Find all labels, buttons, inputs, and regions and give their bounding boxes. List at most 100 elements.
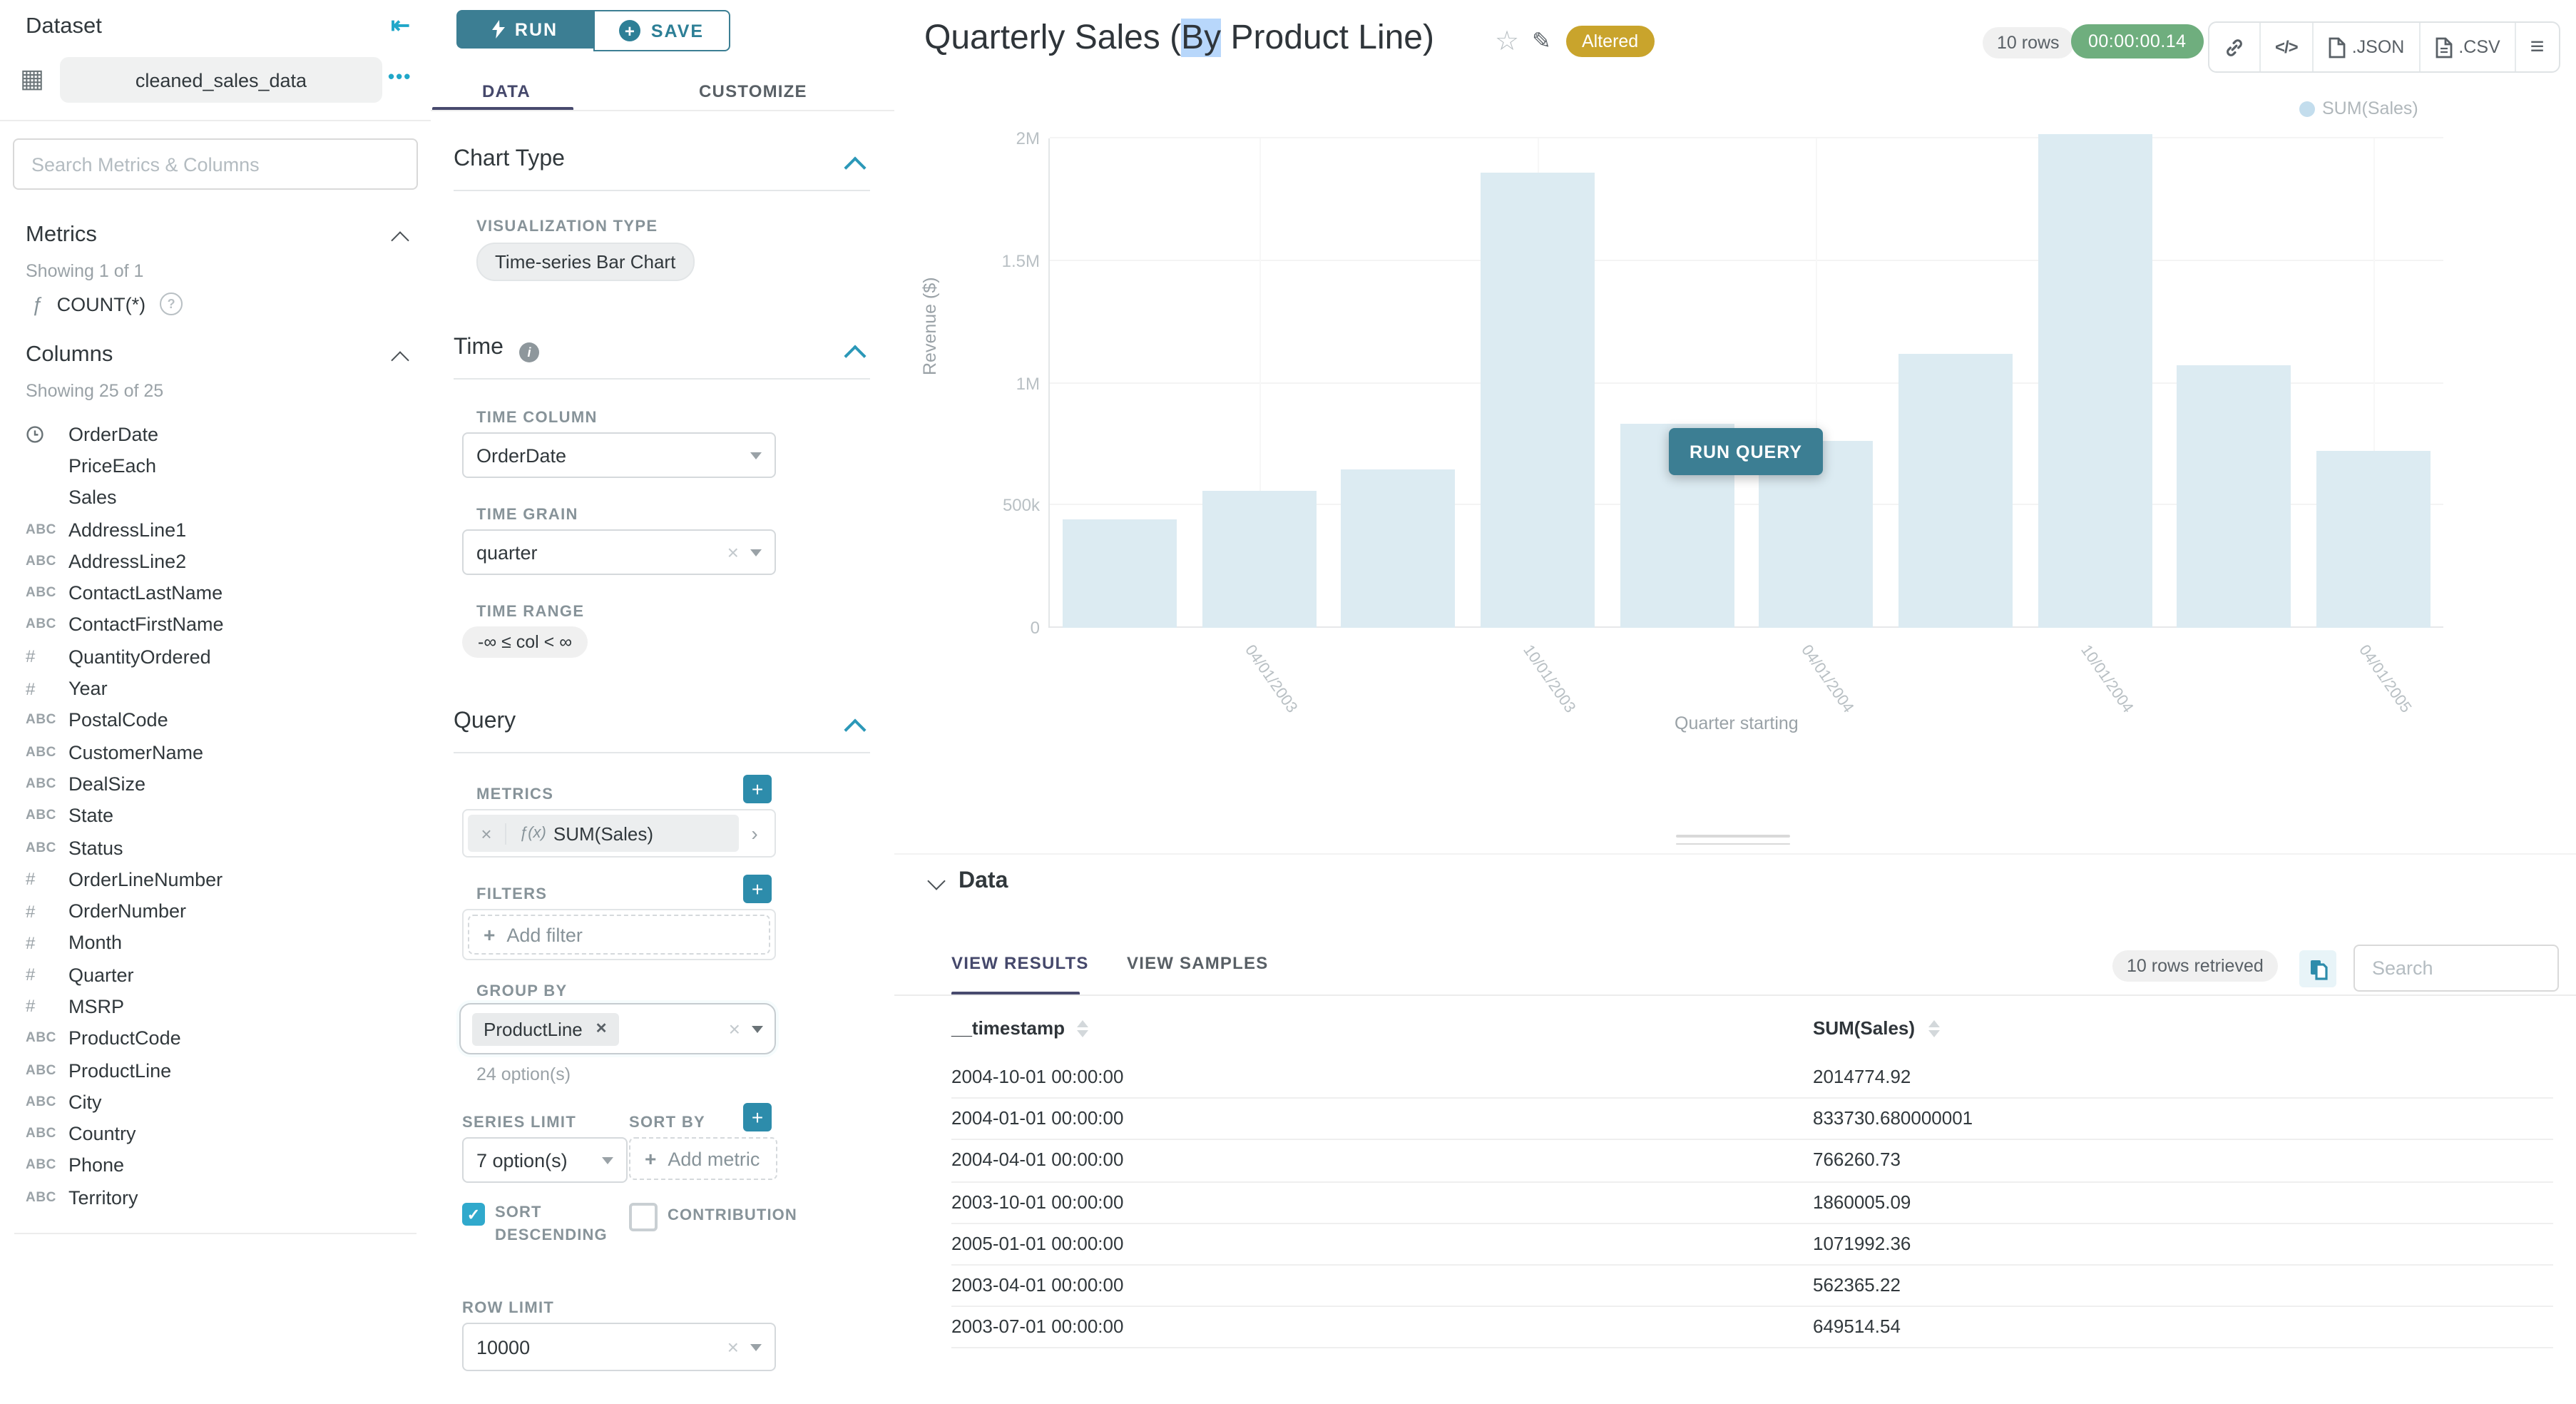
menu-button[interactable]: ≡	[2516, 23, 2559, 71]
sort-descending-control[interactable]: ✓ SORT DESCENDING	[462, 1203, 612, 1248]
column-item[interactable]: ABC Status	[0, 832, 431, 864]
column-item[interactable]: # OrderNumber	[0, 895, 431, 927]
row-limit-select[interactable]: 10000 ×	[462, 1323, 776, 1371]
add-metric-button[interactable]: +	[743, 775, 772, 803]
chart-plot-area[interactable]	[1048, 134, 2443, 628]
viz-type-pill[interactable]: Time-series Bar Chart	[476, 243, 695, 281]
bar-2003-01-01[interactable]	[1062, 519, 1177, 628]
time-collapse-icon[interactable]	[844, 345, 867, 367]
time-column-select[interactable]: OrderDate	[462, 432, 776, 478]
star-icon[interactable]: ☆	[1495, 27, 1520, 57]
data-panel-collapse-icon[interactable]	[927, 872, 946, 890]
altered-badge[interactable]: Altered	[1566, 26, 1655, 57]
tab-view-results[interactable]: VIEW RESULTS	[951, 953, 1089, 973]
column-item[interactable]: ABC City	[0, 1086, 431, 1118]
run-button[interactable]: RUN	[456, 10, 593, 49]
column-item[interactable]: # OrderLineNumber	[0, 863, 431, 895]
table-row[interactable]: 2004-04-01 00:00:00 766260.73	[951, 1139, 2553, 1183]
column-item[interactable]: ABC ProductLine	[0, 1054, 431, 1087]
bar-2004-07-01[interactable]	[1898, 354, 2013, 628]
column-item[interactable]: ABC ContactLastName	[0, 577, 431, 609]
column-item[interactable]: # Quarter	[0, 959, 431, 991]
time-grain-select[interactable]: quarter ×	[462, 529, 776, 575]
run-query-button[interactable]: RUN QUERY	[1669, 428, 1823, 475]
column-item[interactable]: ABC Phone	[0, 1150, 431, 1182]
column-item[interactable]: ABC State	[0, 800, 431, 832]
metric-item[interactable]: ƒ COUNT(*) ?	[31, 292, 183, 315]
remove-chip-icon[interactable]: ✕	[595, 1021, 608, 1037]
share-link-button[interactable]	[2209, 23, 2261, 71]
column-item[interactable]: ABC PostalCode	[0, 704, 431, 736]
column-item[interactable]: # MSRP	[0, 991, 431, 1023]
info-icon[interactable]: i	[519, 342, 539, 362]
bar-2003-07-01[interactable]	[1341, 469, 1456, 628]
bar-2005-01-01[interactable]	[2177, 365, 2291, 628]
column-item[interactable]: ABC Territory	[0, 1181, 431, 1214]
chart-type-collapse-icon[interactable]	[844, 156, 867, 179]
metric-chip[interactable]: × ƒ(x) SUM(Sales)	[468, 815, 739, 852]
sort-descending-checkbox[interactable]: ✓	[462, 1203, 485, 1226]
table-row[interactable]: 2003-10-01 00:00:00 1860005.09	[951, 1181, 2553, 1224]
query-collapse-icon[interactable]	[844, 718, 867, 741]
tab-customize[interactable]: CUSTOMIZE	[699, 81, 807, 101]
tab-view-samples[interactable]: VIEW SAMPLES	[1127, 953, 1269, 973]
table-header-timestamp[interactable]: __timestamp	[951, 1016, 1089, 1042]
sidebar-search[interactable]	[13, 138, 418, 190]
export-json-button[interactable]: .JSON	[2314, 23, 2421, 71]
time-range-pill[interactable]: -∞ ≤ col < ∞	[462, 626, 588, 658]
table-row[interactable]: 2004-10-01 00:00:00 2014774.92	[951, 1056, 2553, 1099]
column-item[interactable]: ABC AddressLine2	[0, 545, 431, 577]
table-row[interactable]: 2003-07-01 00:00:00 649514.54	[951, 1306, 2553, 1349]
group-by-select[interactable]: ProductLine ✕ ×	[459, 1003, 776, 1054]
column-item[interactable]: ABC DealSize	[0, 768, 431, 800]
column-item[interactable]: PriceEach	[0, 450, 431, 482]
column-item[interactable]: OrderDate	[0, 418, 431, 450]
metrics-collapse-icon[interactable]	[391, 231, 409, 250]
export-csv-button[interactable]: .CSV	[2420, 23, 2516, 71]
bar-2003-10-01[interactable]	[1480, 173, 1595, 628]
sort-icon[interactable]	[1077, 1019, 1089, 1038]
add-filter-button[interactable]: + Add filter	[468, 915, 770, 955]
column-item[interactable]: ABC ProductCode	[0, 1022, 431, 1054]
column-item[interactable]: ABC Country	[0, 1118, 431, 1150]
column-item[interactable]: ABC ContactFirstName	[0, 609, 431, 641]
column-item[interactable]: ABC CustomerName	[0, 736, 431, 768]
table-search[interactable]	[2353, 945, 2559, 992]
column-item[interactable]: # QuantityOrdered	[0, 641, 431, 673]
table-search-input[interactable]	[2369, 956, 2543, 980]
bar-2004-10-01[interactable]	[2038, 134, 2152, 628]
series-limit-select[interactable]: 7 option(s)	[462, 1137, 628, 1183]
column-item[interactable]: Sales	[0, 482, 431, 514]
chevron-right-icon[interactable]: ›	[751, 822, 758, 845]
tab-data[interactable]: DATA	[482, 81, 531, 101]
collapse-panel-icon[interactable]: ⇤	[391, 14, 410, 39]
remove-metric-icon[interactable]: ×	[468, 823, 506, 844]
add-sort-metric-button[interactable]: +	[743, 1103, 772, 1131]
clear-icon[interactable]: ×	[727, 541, 739, 564]
contribution-checkbox[interactable]	[629, 1203, 658, 1231]
group-by-chip[interactable]: ProductLine ✕	[472, 1012, 619, 1045]
table-header-metric[interactable]: SUM(Sales)	[1813, 1016, 1940, 1042]
sort-by-add-metric[interactable]: + Add metric	[629, 1137, 777, 1180]
column-item[interactable]: # Month	[0, 927, 431, 960]
bar-2005-04-01[interactable]	[2316, 451, 2431, 628]
table-row[interactable]: 2005-01-01 00:00:00 1071992.36	[951, 1223, 2553, 1266]
edit-icon[interactable]: ✎	[1532, 30, 1551, 54]
help-icon[interactable]: ?	[160, 292, 183, 315]
bar-2003-04-01[interactable]	[1202, 490, 1317, 628]
sort-icon[interactable]	[1928, 1019, 1940, 1038]
dataset-name-pill[interactable]: cleaned_sales_data	[60, 57, 382, 103]
dataset-more-icon[interactable]: •••	[388, 66, 412, 87]
clear-icon[interactable]: ×	[728, 1017, 740, 1040]
chart-title[interactable]: Quarterly Sales (By Product Line)	[924, 19, 1434, 57]
clear-icon[interactable]: ×	[727, 1336, 739, 1358]
metric-control[interactable]: × ƒ(x) SUM(Sales) ›	[462, 809, 776, 858]
table-row[interactable]: 2004-01-01 00:00:00 833730.680000001	[951, 1097, 2553, 1141]
copy-button[interactable]	[2299, 950, 2336, 987]
chart-legend[interactable]: SUM(Sales)	[2299, 98, 2418, 118]
columns-collapse-icon[interactable]	[391, 351, 409, 370]
contribution-control[interactable]: CONTRIBUTION	[629, 1203, 797, 1231]
add-filter-plus-button[interactable]: +	[743, 875, 772, 903]
embed-code-button[interactable]: </>	[2261, 23, 2314, 71]
table-row[interactable]: 2003-04-01 00:00:00 562365.22	[951, 1264, 2553, 1308]
